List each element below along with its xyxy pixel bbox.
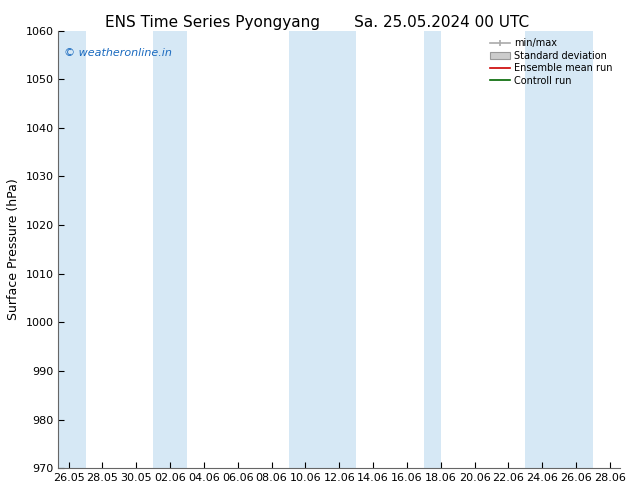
Y-axis label: Surface Pressure (hPa): Surface Pressure (hPa) [7, 178, 20, 320]
Bar [58, 30, 86, 468]
Bar [288, 30, 356, 468]
Legend: min/max, Standard deviation, Ensemble mean run, Controll run: min/max, Standard deviation, Ensemble me… [488, 35, 615, 89]
Text: ENS Time Series Pyongyang       Sa. 25.05.2024 00 UTC: ENS Time Series Pyongyang Sa. 25.05.2024… [105, 15, 529, 30]
Text: © weatheronline.in: © weatheronline.in [64, 48, 172, 58]
Bar [526, 30, 593, 468]
Bar [424, 30, 441, 468]
Bar [153, 30, 187, 468]
